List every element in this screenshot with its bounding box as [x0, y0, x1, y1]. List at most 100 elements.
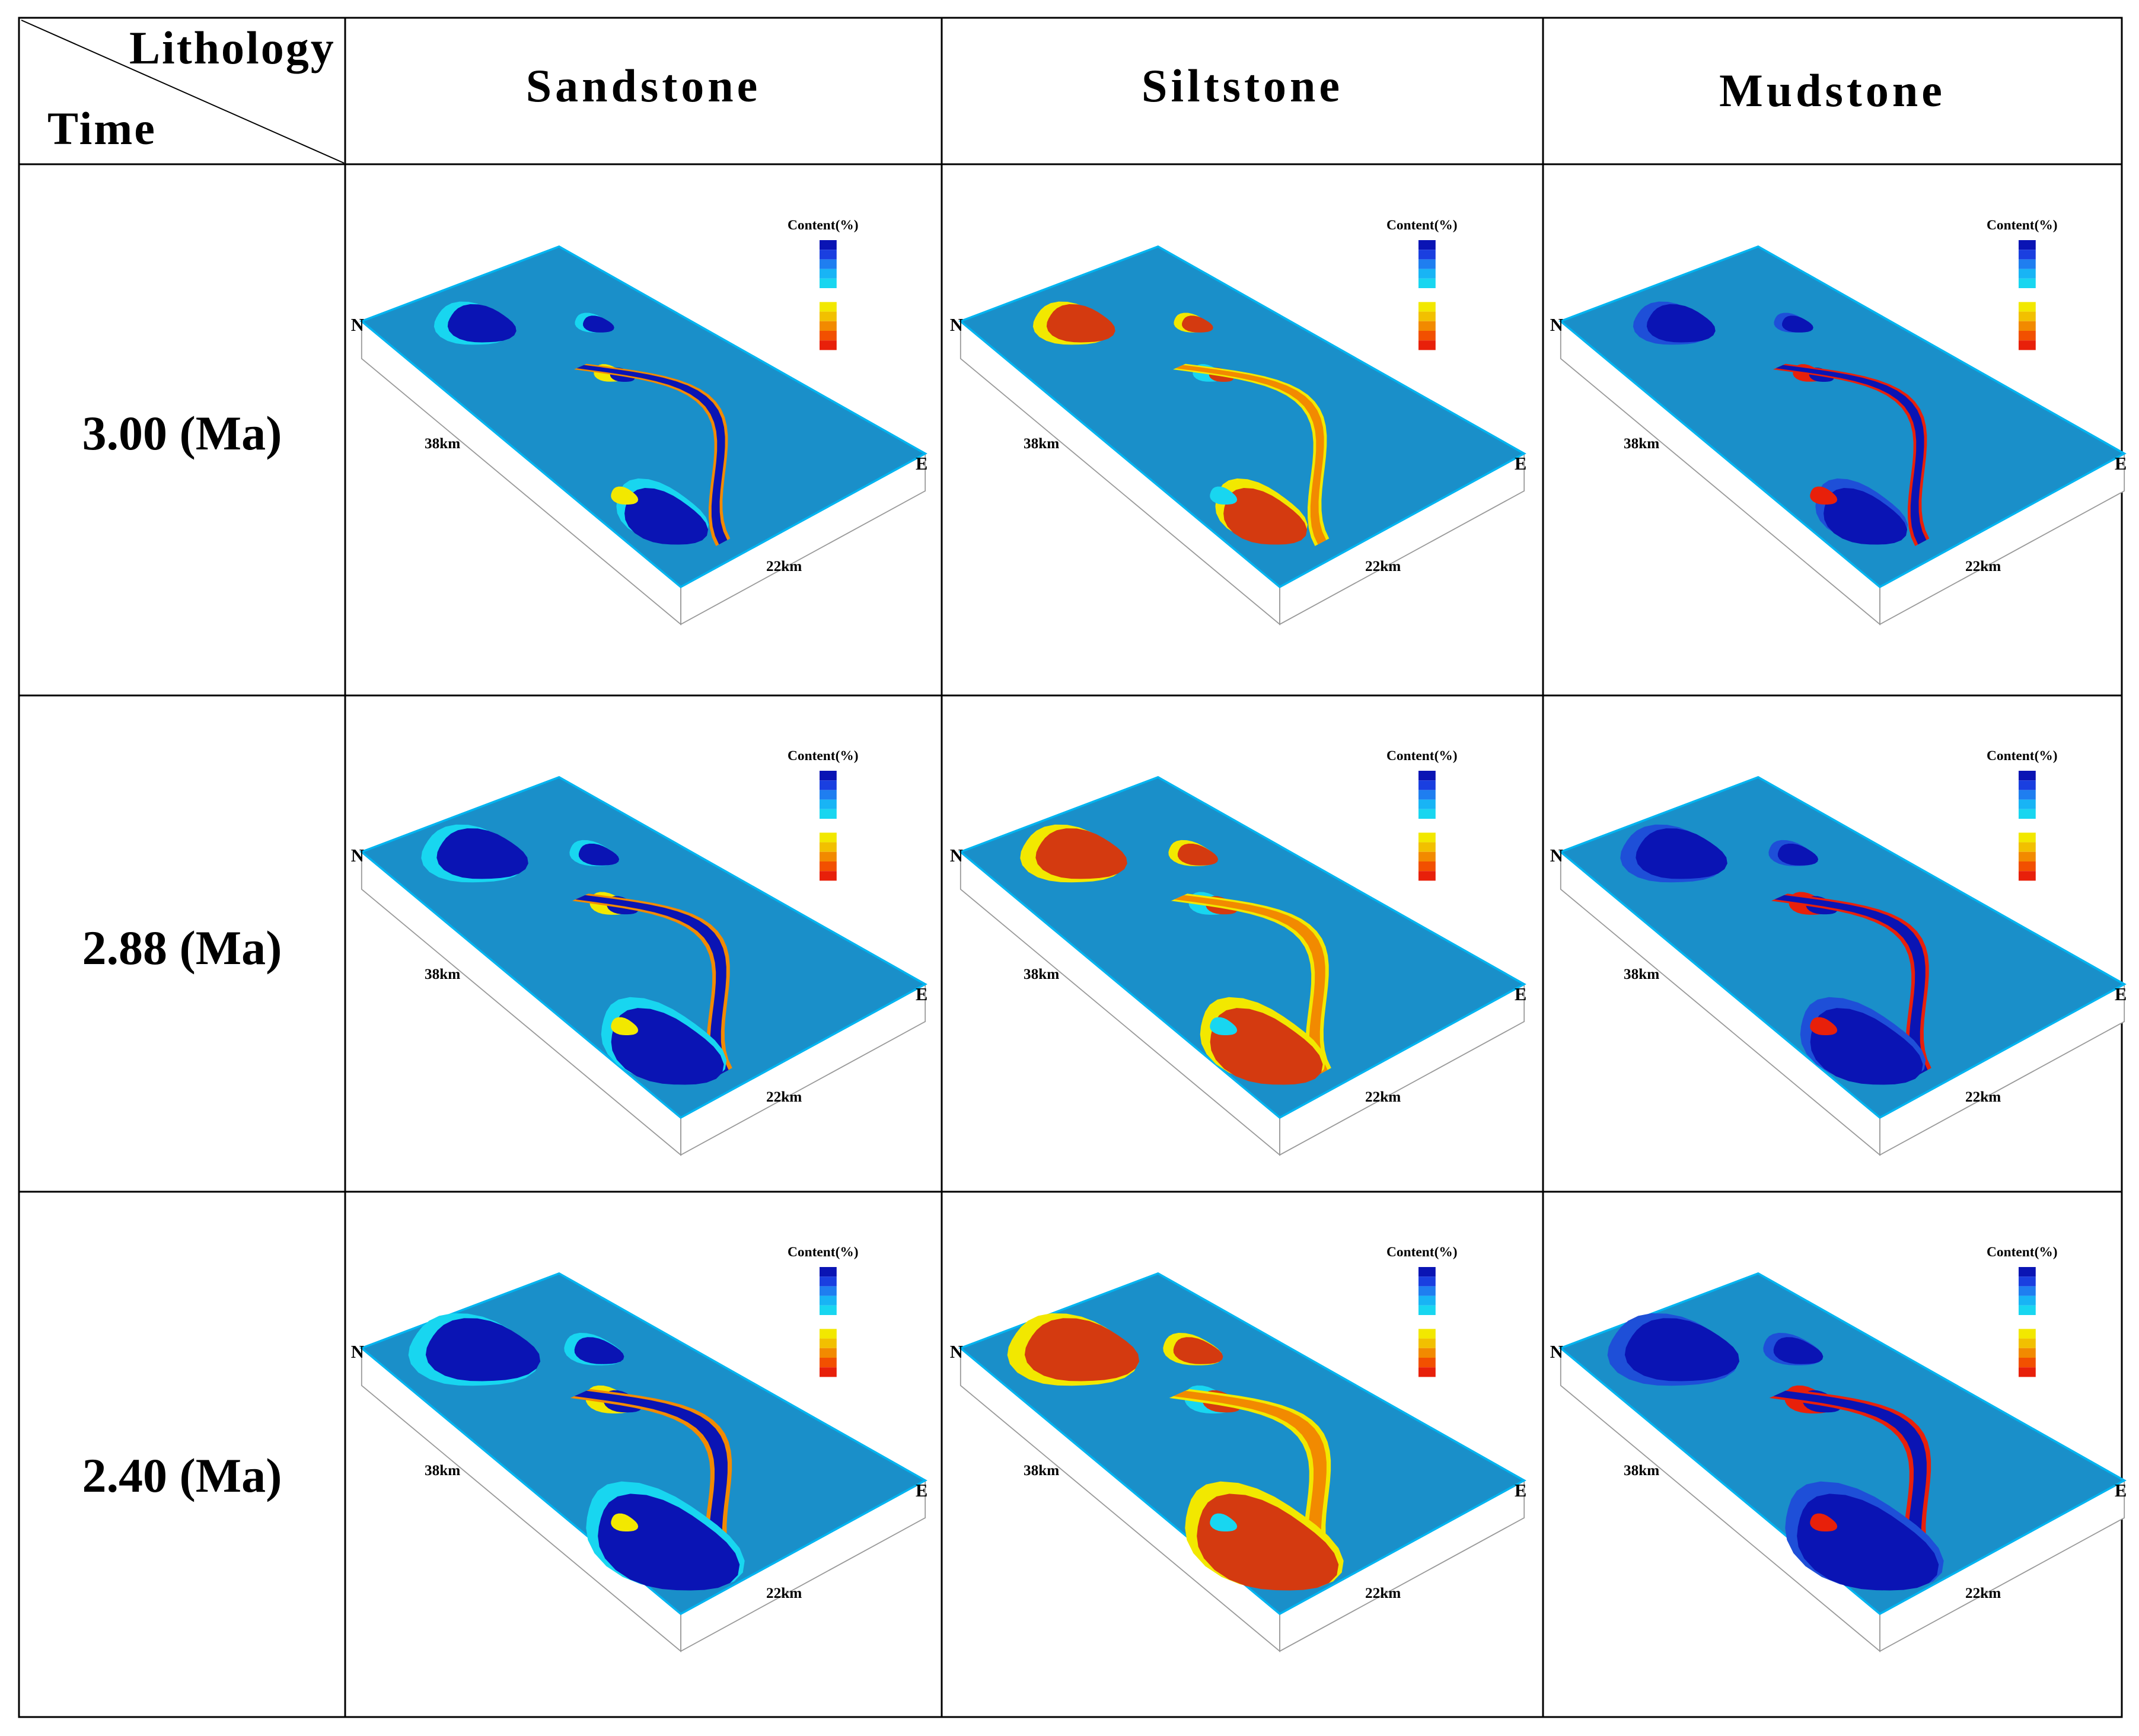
- legend-swatch: [2019, 809, 2036, 819]
- legend-swatch: [2019, 861, 2036, 872]
- legend-swatch: [2019, 771, 2036, 781]
- row-label-time: 2.40 (Ma): [82, 1448, 282, 1502]
- facies-lobe: [1223, 488, 1308, 545]
- legend-swatch: [1418, 1338, 1436, 1348]
- legend-swatch: [2019, 311, 2036, 321]
- east-label: E: [2115, 1480, 2127, 1501]
- legend-swatch: [820, 1329, 837, 1339]
- legend-title: Content(%): [788, 218, 859, 233]
- legend-title: Content(%): [1987, 748, 2058, 764]
- legend-swatch: [820, 311, 837, 321]
- legend-swatch: [820, 861, 837, 872]
- legend-swatch: [1418, 871, 1436, 881]
- block-model-siltstone: N E 38km 22km Content(%): [950, 748, 1526, 1156]
- legend-swatch: [1418, 799, 1436, 809]
- facies-accent: [611, 486, 639, 505]
- facies-lobe: [598, 1494, 740, 1591]
- facies-lobe: [1636, 828, 1727, 879]
- block-model-siltstone: N E 38km 22km Content(%): [950, 1244, 1526, 1652]
- legend-swatch: [820, 799, 837, 809]
- legend-swatch: [820, 240, 837, 250]
- legend-swatch: [2019, 278, 2036, 288]
- north-label: N: [351, 1342, 364, 1362]
- east-label: E: [2115, 454, 2127, 474]
- block-model-sandstone: N E 38km 22km Content(%): [351, 218, 927, 626]
- facies-lobe: [1782, 315, 1813, 333]
- block-model-mudstone: N E 38km 22km Content(%): [1550, 218, 2127, 626]
- facies-accent: [1210, 1017, 1238, 1035]
- legend-swatch: [2019, 832, 2036, 843]
- legend-swatch: [1418, 1329, 1436, 1339]
- legend-swatch: [2019, 1286, 2036, 1296]
- north-label: N: [1550, 845, 1563, 866]
- legend-swatch: [2019, 851, 2036, 861]
- length-label: 38km: [1024, 436, 1059, 452]
- facies-lobe: [583, 315, 614, 333]
- block-model-sandstone: N E 38km 22km Content(%): [351, 748, 927, 1156]
- legend-swatch: [820, 1295, 837, 1306]
- width-label: 22km: [1965, 559, 2001, 575]
- legend-swatch: [820, 851, 837, 861]
- column-header-mudstone: Mudstone: [1719, 65, 1946, 116]
- east-label: E: [916, 454, 927, 474]
- legend-swatch: [820, 1367, 837, 1377]
- legend-swatch: [1418, 790, 1436, 800]
- legend-swatch: [2019, 1329, 2036, 1339]
- legend-swatch: [820, 842, 837, 852]
- legend-title: Content(%): [1386, 218, 1458, 233]
- legend-title: Content(%): [788, 1244, 859, 1260]
- facies-lobe: [1646, 304, 1716, 343]
- block-model-sandstone: N E 38km 22km Content(%): [351, 1244, 927, 1652]
- legend-swatch: [1418, 269, 1436, 279]
- facies-accent: [611, 1017, 639, 1035]
- legend-swatch: [820, 780, 837, 790]
- north-label: N: [351, 845, 364, 866]
- legend-swatch: [820, 1338, 837, 1348]
- width-label: 22km: [766, 1089, 802, 1105]
- legend-swatch: [2019, 1358, 2036, 1368]
- length-label: 38km: [425, 966, 460, 982]
- width-label: 22km: [1365, 1089, 1401, 1105]
- facies-lobe: [436, 828, 528, 879]
- legend-swatch: [2019, 1277, 2036, 1287]
- legend-swatch: [2019, 302, 2036, 312]
- legend-swatch: [1418, 278, 1436, 288]
- block-model-siltstone: N E 38km 22km Content(%): [950, 218, 1526, 626]
- east-label: E: [2115, 984, 2127, 1004]
- facies-lobe: [1210, 1008, 1323, 1085]
- legend-swatch: [1418, 1358, 1436, 1368]
- legend-swatch: [2019, 1338, 2036, 1348]
- legend-swatch: [1418, 302, 1436, 312]
- north-label: N: [1550, 1342, 1563, 1362]
- legend-swatch: [820, 871, 837, 881]
- legend-swatch: [1418, 1295, 1436, 1306]
- facies-accent: [1810, 1017, 1838, 1035]
- width-label: 22km: [1365, 559, 1401, 575]
- legend-swatch: [2019, 340, 2036, 350]
- north-label: N: [351, 315, 364, 335]
- north-label: N: [950, 1342, 963, 1362]
- facies-lobe: [1035, 828, 1127, 879]
- facies-lobe: [1624, 1318, 1740, 1381]
- legend-swatch: [1418, 1277, 1436, 1287]
- legend-swatch: [1418, 321, 1436, 331]
- legend-swatch: [2019, 1348, 2036, 1358]
- length-label: 38km: [425, 436, 460, 452]
- length-label: 38km: [425, 1463, 460, 1479]
- legend-swatch: [820, 1286, 837, 1296]
- legend-swatch: [820, 1305, 837, 1315]
- legend-swatch: [2019, 780, 2036, 790]
- legend-swatch: [820, 1277, 837, 1287]
- legend-swatch: [1418, 1348, 1436, 1358]
- north-label: N: [1550, 315, 1563, 335]
- facies-lobe: [1797, 1494, 1939, 1591]
- legend-swatch: [2019, 240, 2036, 250]
- column-header-siltstone: Siltstone: [1141, 60, 1344, 111]
- north-label: N: [950, 845, 963, 866]
- facies-accent: [1210, 486, 1238, 505]
- legend-swatch: [820, 250, 837, 260]
- legend-swatch: [2019, 259, 2036, 269]
- legend-title: Content(%): [1987, 1244, 2058, 1260]
- legend-swatch: [820, 1267, 837, 1277]
